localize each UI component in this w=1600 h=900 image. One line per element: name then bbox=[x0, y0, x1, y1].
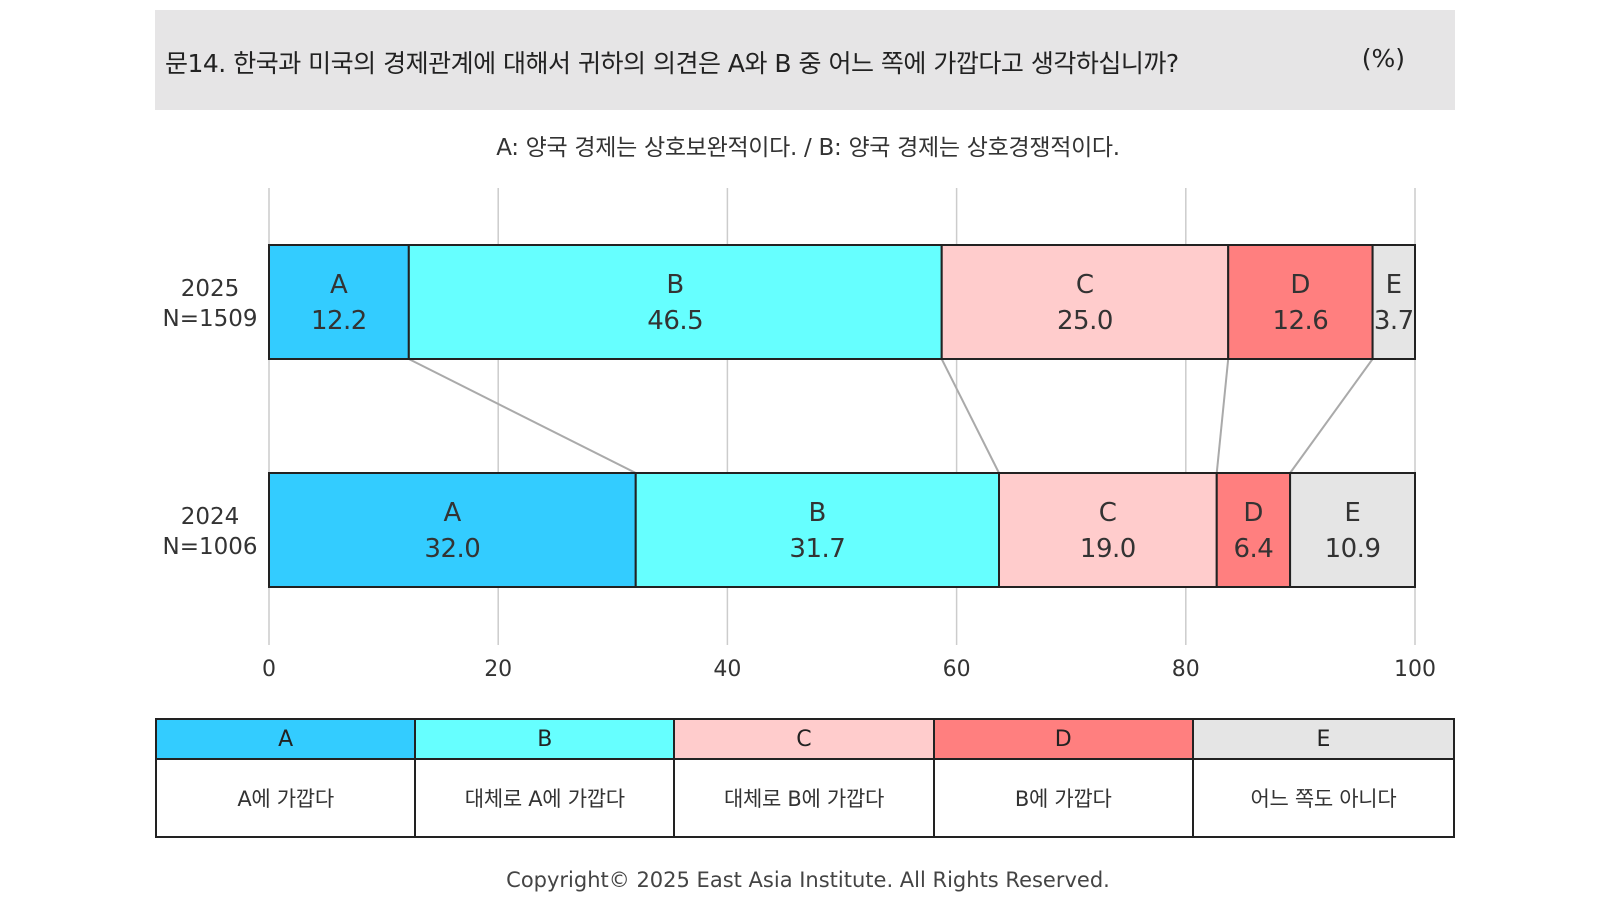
x-tick-label: 60 bbox=[943, 657, 971, 682]
legend-key-b: B bbox=[416, 720, 676, 760]
x-tick-label: 0 bbox=[262, 657, 276, 682]
chart-subtitle: A: 양국 경제는 상호보완적이다. / B: 양국 경제는 상호경쟁적이다. bbox=[496, 135, 1120, 161]
data-label: 6.4 bbox=[1233, 534, 1273, 564]
connector-line bbox=[408, 358, 637, 474]
data-label: 46.5 bbox=[647, 306, 703, 336]
bar-segment bbox=[407, 244, 943, 360]
legend-desc-b: 대체로 A에 가깝다 bbox=[416, 760, 676, 836]
legend-desc-a: A에 가깝다 bbox=[157, 760, 417, 836]
data-label: 12.6 bbox=[1272, 306, 1328, 336]
data-label: 25.0 bbox=[1057, 306, 1113, 336]
bar-segment bbox=[1289, 472, 1417, 588]
connector-line bbox=[1289, 358, 1374, 474]
x-tick-label: 100 bbox=[1394, 657, 1436, 682]
segment-name-label: D bbox=[1290, 270, 1310, 300]
question-text: 문14. 한국과 미국의 경제관계에 대해서 귀하의 의견은 A와 B 중 어느… bbox=[165, 49, 1179, 78]
stacked-bar-chart: 0 20 40 60 80 100 A 12.2 B 46.5 C 25.0 D 12.6 E 3.7 2025… bbox=[162, 188, 1436, 682]
legend-key-e: E bbox=[1193, 720, 1453, 760]
segment-name-label: C bbox=[1076, 270, 1094, 300]
segment-name-label: C bbox=[1099, 498, 1117, 528]
category-n-label: N=1509 bbox=[162, 306, 257, 332]
category-year-label: 2025 bbox=[181, 276, 240, 302]
x-tick-label: 80 bbox=[1172, 657, 1200, 682]
legend-key-d: D bbox=[934, 720, 1194, 760]
category-n-label: N=1006 bbox=[162, 534, 257, 560]
bar-segment bbox=[998, 472, 1218, 588]
legend-desc-e: 어느 쪽도 아니다 bbox=[1250, 787, 1397, 811]
bar-segment bbox=[268, 472, 637, 588]
category-year-label: 2024 bbox=[181, 504, 240, 530]
segment-name-label: E bbox=[1344, 498, 1360, 528]
data-label: 10.9 bbox=[1325, 534, 1381, 564]
segment-name-label: D bbox=[1243, 498, 1263, 528]
data-label: 31.7 bbox=[789, 534, 845, 564]
data-label: 3.7 bbox=[1374, 306, 1414, 336]
legend-key-c: C bbox=[675, 720, 935, 760]
legend-key-a: A bbox=[157, 720, 417, 760]
question-header: 문14. 한국과 미국의 경제관계에 대해서 귀하의 의견은 A와 B 중 어느… bbox=[155, 10, 1455, 110]
unit-label: (%) bbox=[1361, 44, 1405, 73]
segment-name-label: A bbox=[330, 270, 348, 300]
x-tick-label: 40 bbox=[713, 657, 741, 682]
x-tick-label: 20 bbox=[484, 657, 512, 682]
bar-segment bbox=[1227, 244, 1374, 360]
bar-segment bbox=[634, 472, 1001, 588]
connector-line bbox=[1215, 358, 1230, 474]
legend-desc-d: B에 가깝다 bbox=[935, 760, 1194, 836]
legend-desc-c: 대체로 B에 가깝다 bbox=[675, 760, 935, 836]
data-label: 19.0 bbox=[1080, 534, 1136, 564]
bar-segment bbox=[1371, 244, 1417, 360]
bar-segment bbox=[940, 244, 1230, 360]
segment-name-label: E bbox=[1386, 270, 1402, 300]
segment-name-label: B bbox=[666, 270, 684, 300]
bar-segment bbox=[268, 244, 410, 360]
segment-name-label: B bbox=[808, 498, 826, 528]
connector-line bbox=[940, 358, 1000, 474]
data-label: 12.2 bbox=[311, 306, 367, 336]
data-label: 32.0 bbox=[424, 534, 480, 564]
legend-table: A B C D E A에 가깝다 대체로 A에 가깝다 대체로 B에 가깝다 B… bbox=[155, 718, 1455, 838]
copyright-text: Copyright© 2025 East Asia Institute. All… bbox=[506, 868, 1110, 892]
bar-segment bbox=[1215, 472, 1292, 588]
segment-name-label: A bbox=[443, 498, 461, 528]
